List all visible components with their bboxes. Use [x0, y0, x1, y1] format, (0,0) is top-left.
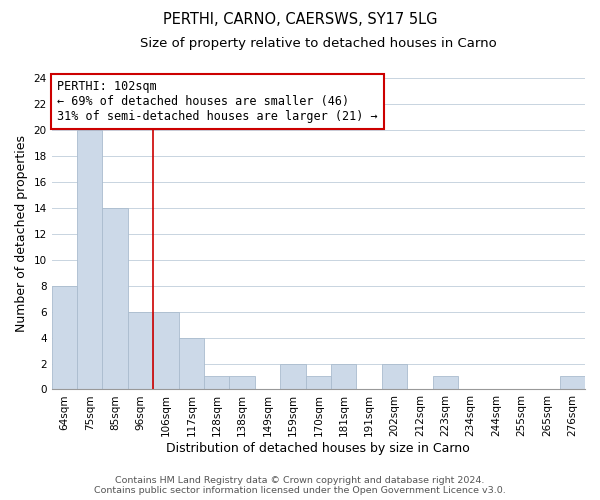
Bar [128, 312, 153, 390]
Bar [382, 364, 407, 390]
Bar [331, 364, 356, 390]
Text: PERTHI, CARNO, CAERSWS, SY17 5LG: PERTHI, CARNO, CAERSWS, SY17 5LG [163, 12, 437, 28]
Bar [560, 376, 585, 390]
Bar [103, 208, 128, 390]
Bar [52, 286, 77, 390]
Bar [153, 312, 179, 390]
Bar [77, 130, 103, 390]
Text: Contains HM Land Registry data © Crown copyright and database right 2024.
Contai: Contains HM Land Registry data © Crown c… [94, 476, 506, 495]
Bar [433, 376, 458, 390]
X-axis label: Distribution of detached houses by size in Carno: Distribution of detached houses by size … [166, 442, 470, 455]
Text: PERTHI: 102sqm
← 69% of detached houses are smaller (46)
31% of semi-detached ho: PERTHI: 102sqm ← 69% of detached houses … [57, 80, 377, 122]
Bar [305, 376, 331, 390]
Bar [229, 376, 255, 390]
Bar [204, 376, 229, 390]
Bar [280, 364, 305, 390]
Title: Size of property relative to detached houses in Carno: Size of property relative to detached ho… [140, 38, 497, 51]
Y-axis label: Number of detached properties: Number of detached properties [15, 136, 28, 332]
Bar [179, 338, 204, 390]
